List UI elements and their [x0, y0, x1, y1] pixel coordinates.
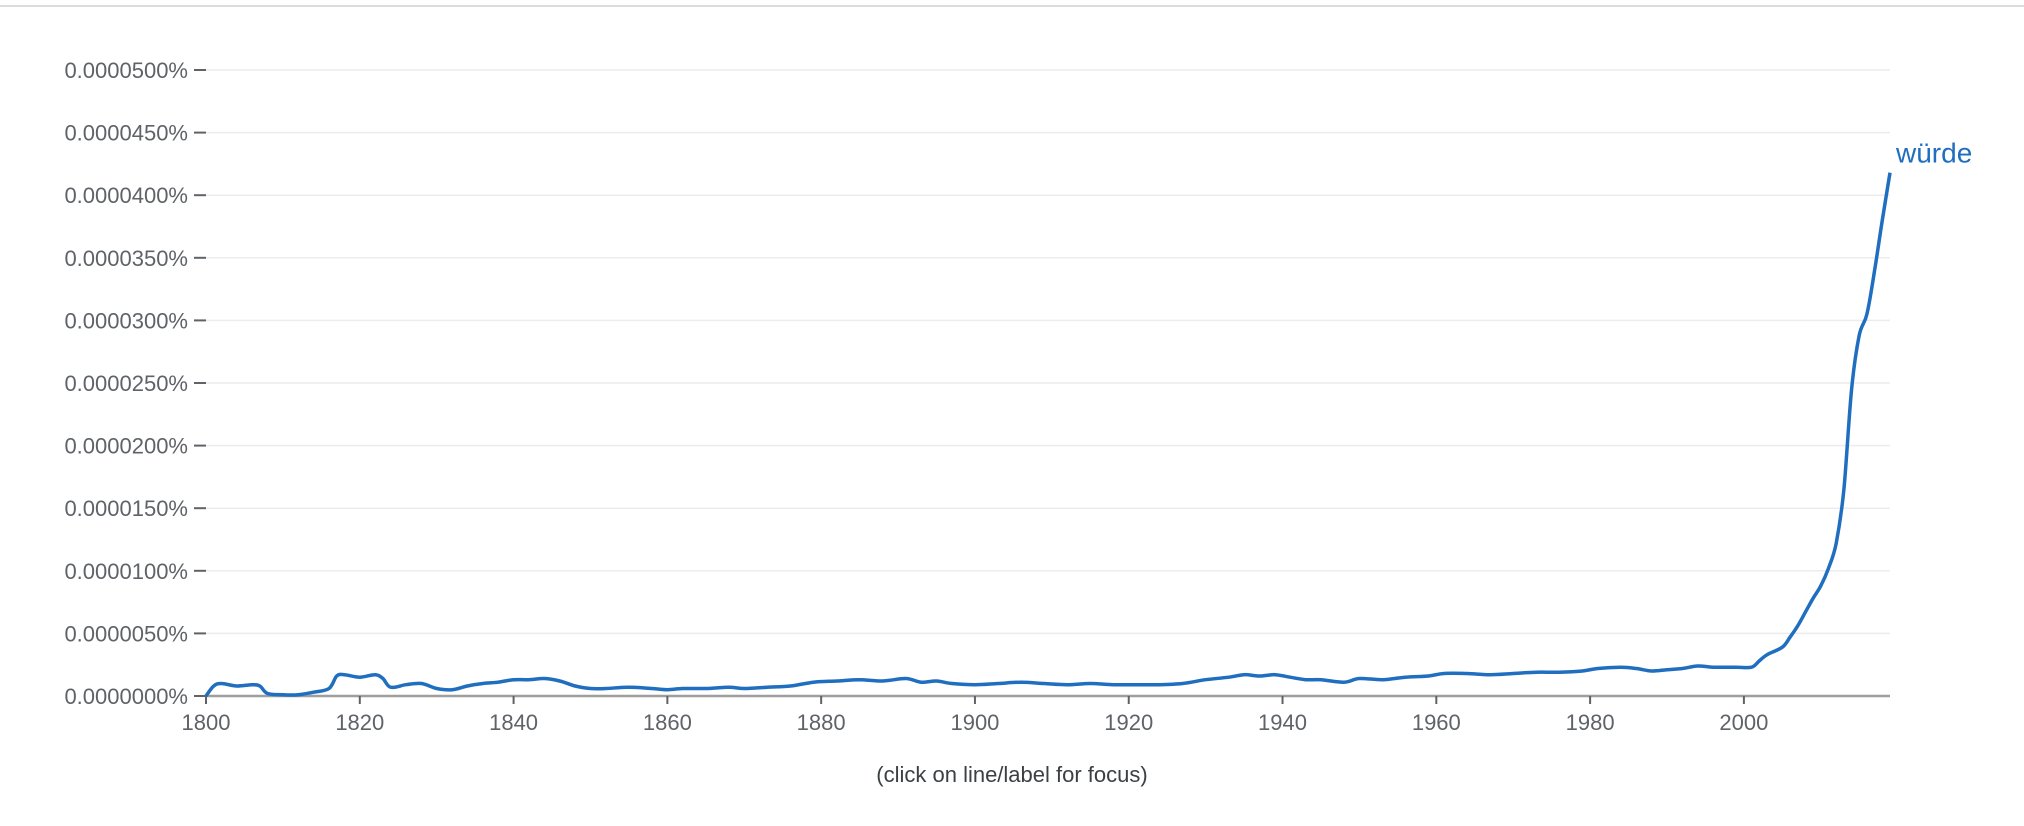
y-tick-label: 0.0000050% — [64, 621, 188, 646]
x-tick-label: 2000 — [1719, 710, 1768, 735]
x-tick-label: 1920 — [1104, 710, 1153, 735]
x-tick-label: 1820 — [335, 710, 384, 735]
y-tick-label: 0.0000300% — [64, 308, 188, 333]
y-axis: 0.0000000% 0.0000050% 0.0000100% 0.0000150%… — [64, 58, 206, 709]
x-tick-label: 1940 — [1258, 710, 1307, 735]
x-tick-label: 1900 — [950, 710, 999, 735]
y-tick-label: 0.0000000% — [64, 684, 188, 709]
y-tick-label: 0.0000400% — [64, 183, 188, 208]
x-axis: 1800 1820 1840 1860 1880 1900 1920 1940 1960 1980… — [182, 694, 1890, 735]
x-tick-label: 1860 — [643, 710, 692, 735]
x-tick-label: 1880 — [797, 710, 846, 735]
y-tick-label: 0.0000250% — [64, 371, 188, 396]
grid-lines — [206, 69, 1890, 635]
y-tick-label: 0.0000150% — [64, 496, 188, 521]
y-tick-label: 0.0000200% — [64, 434, 188, 459]
top-divider — [0, 5, 2024, 7]
ngram-chart: 0.0000000% 0.0000050% 0.0000100% 0.0000150%… — [64, 58, 1972, 735]
x-tick-label: 1960 — [1412, 710, 1461, 735]
y-tick-label: 0.0000100% — [64, 559, 188, 584]
series-label[interactable]: würde — [1895, 138, 1972, 169]
x-tick-label: 1800 — [182, 710, 231, 735]
y-tick-label: 0.0000450% — [64, 121, 188, 146]
y-tick-label: 0.0000500% — [64, 58, 188, 83]
series-layer[interactable]: würde — [204, 138, 1972, 698]
x-tick-label: 1840 — [489, 710, 538, 735]
focus-hint: (click on line/label for focus) — [876, 762, 1148, 787]
series-line-würde[interactable] — [204, 172, 1892, 698]
x-tick-label: 1980 — [1566, 710, 1615, 735]
y-tick-label: 0.0000350% — [64, 246, 188, 271]
